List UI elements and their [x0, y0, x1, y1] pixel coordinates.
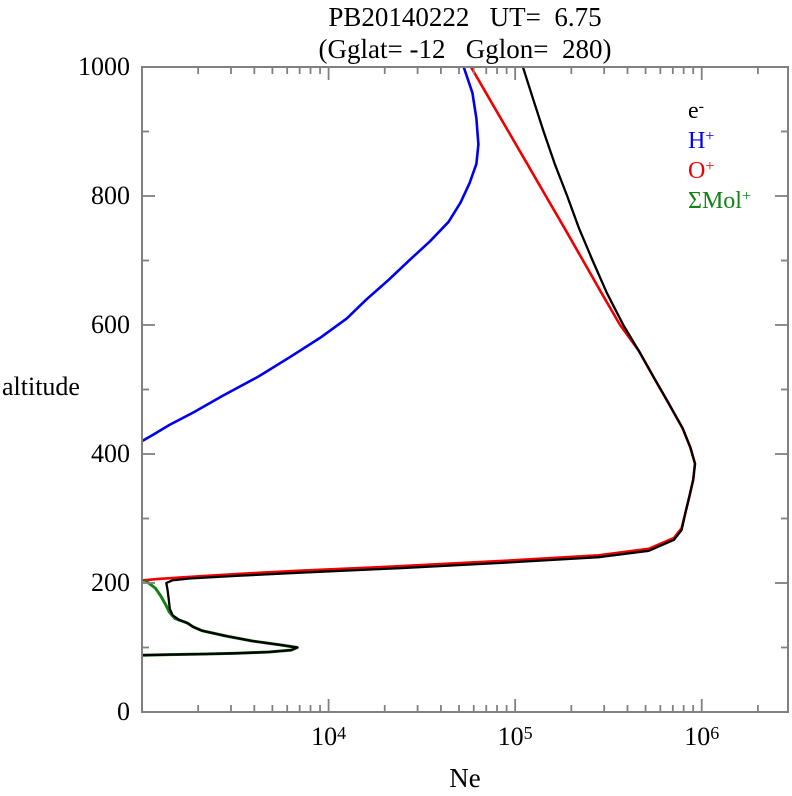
y-tick-label-1000: 1000 [78, 52, 130, 81]
curve-o [142, 67, 697, 582]
x-tick-label-10e5: 105 [497, 722, 533, 751]
figure-title: PB20140222 UT= 6.75 [328, 2, 602, 32]
figure-subtitle: (Gglat= -12 Gglon= 280) [318, 34, 612, 64]
legend-item-mol: ΣMol+ [688, 188, 752, 214]
curve-h [142, 67, 480, 443]
y-tick-label-800: 800 [91, 181, 130, 210]
legend-item-h: H+ [688, 128, 715, 154]
x-tick-label-10e4: 104 [311, 722, 347, 751]
legend-item-o: O+ [688, 158, 715, 184]
y-tick-label-400: 400 [91, 439, 130, 468]
curve-e [142, 67, 697, 657]
x-axis-label: Ne [449, 763, 481, 793]
y-tick-label-600: 600 [91, 310, 130, 339]
x-tick-label-10e6: 106 [684, 722, 720, 751]
y-tick-label-0: 0 [117, 697, 130, 726]
y-tick-label-200: 200 [91, 568, 130, 597]
legend-item-e: e- [688, 98, 704, 124]
y-axis-label: altitude [2, 372, 80, 401]
